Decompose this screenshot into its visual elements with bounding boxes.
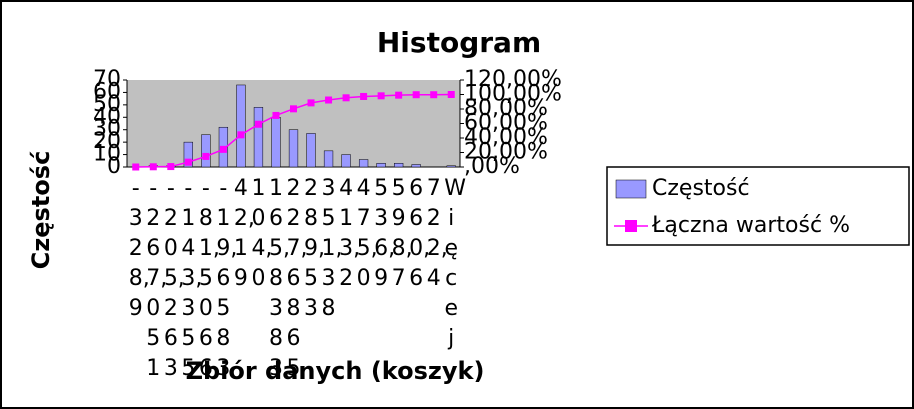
y-tick-label: 0 — [107, 154, 121, 179]
y-tick-label: 10 — [93, 142, 121, 167]
marker — [430, 91, 438, 99]
marker — [132, 163, 140, 171]
y2-tick-label: 60,00% — [464, 111, 548, 136]
legend-label: Częstość — [652, 176, 750, 201]
bar — [376, 163, 386, 168]
marker — [149, 163, 157, 171]
marker — [167, 163, 175, 171]
bar — [323, 150, 334, 168]
marker — [307, 99, 315, 107]
bar — [341, 154, 351, 168]
marker — [254, 120, 262, 128]
legend-box — [606, 166, 910, 246]
bar — [236, 84, 246, 168]
y-tick-label: 40 — [93, 104, 121, 129]
y-axis-title: Częstość — [27, 151, 55, 270]
x-tick-label: -143,355 — [181, 176, 203, 381]
x-tick-label: Więcej — [444, 176, 466, 351]
x-tick-label: 475,0 — [356, 176, 378, 291]
x-tick-label: 227,6865 — [286, 176, 308, 381]
bar — [183, 141, 193, 168]
legend-swatch — [615, 179, 647, 199]
x-tick-label: 536,9 — [374, 176, 396, 291]
x-tick-label: 598,7 — [391, 176, 413, 291]
marker — [325, 96, 333, 104]
bar — [201, 134, 211, 168]
marker — [219, 145, 227, 153]
bar — [358, 159, 369, 168]
bar — [446, 165, 456, 168]
y2-tick-label: 20,00% — [464, 140, 548, 165]
x-tick-label: 722,4 — [426, 176, 448, 291]
marker — [412, 91, 420, 99]
bar — [271, 117, 281, 168]
chart-title: Histogram — [377, 26, 541, 59]
y-tick-label: 30 — [93, 117, 121, 142]
x-axis-title: Zbiór danych (koszyk) — [186, 357, 485, 385]
y2-tick-label: 40,00% — [464, 125, 548, 150]
bar — [394, 163, 404, 168]
x-tick-label: -205,263 — [163, 176, 185, 381]
x-tick-label: -267,051 — [146, 176, 168, 381]
marker — [184, 158, 192, 166]
y2-tick-label: ,00% — [464, 154, 520, 179]
marker — [377, 92, 385, 100]
marker — [360, 92, 368, 100]
legend-label: Łączna wartość % — [651, 213, 850, 238]
x-tick-label: 289,53 — [304, 176, 326, 321]
marker — [202, 152, 210, 160]
marker — [342, 94, 350, 102]
x-tick-label: -19,6583 — [216, 176, 238, 381]
bar — [288, 129, 299, 168]
marker — [290, 105, 297, 113]
x-tick-label: 413,2 — [339, 176, 361, 291]
y2-tick-label: 80,00% — [464, 96, 548, 121]
y2-tick-label: 100,00% — [464, 82, 562, 107]
x-tick-label: 351,38 — [321, 176, 343, 321]
x-tick-label: 42,19 — [233, 176, 255, 291]
y-tick-label: 60 — [93, 79, 121, 104]
bar — [253, 107, 264, 168]
marker — [272, 111, 280, 119]
y2-tick-label: 120,00% — [464, 67, 562, 92]
x-tick-label: -328,9 — [128, 176, 150, 321]
y-tick-label: 20 — [93, 129, 121, 154]
bar — [306, 133, 316, 168]
marker — [447, 91, 455, 98]
x-tick-label: -81,5066 — [198, 176, 220, 381]
x-tick-label: 660,6 — [409, 176, 431, 291]
y-tick-label: 50 — [93, 92, 121, 117]
marker — [395, 91, 403, 99]
marker — [237, 131, 245, 139]
legend-marker — [625, 220, 637, 232]
x-tick-label: 104,0 — [251, 176, 273, 291]
bar — [411, 164, 421, 168]
x-tick-label: 165,8383 — [268, 176, 290, 381]
y-tick-label: 70 — [93, 67, 121, 92]
